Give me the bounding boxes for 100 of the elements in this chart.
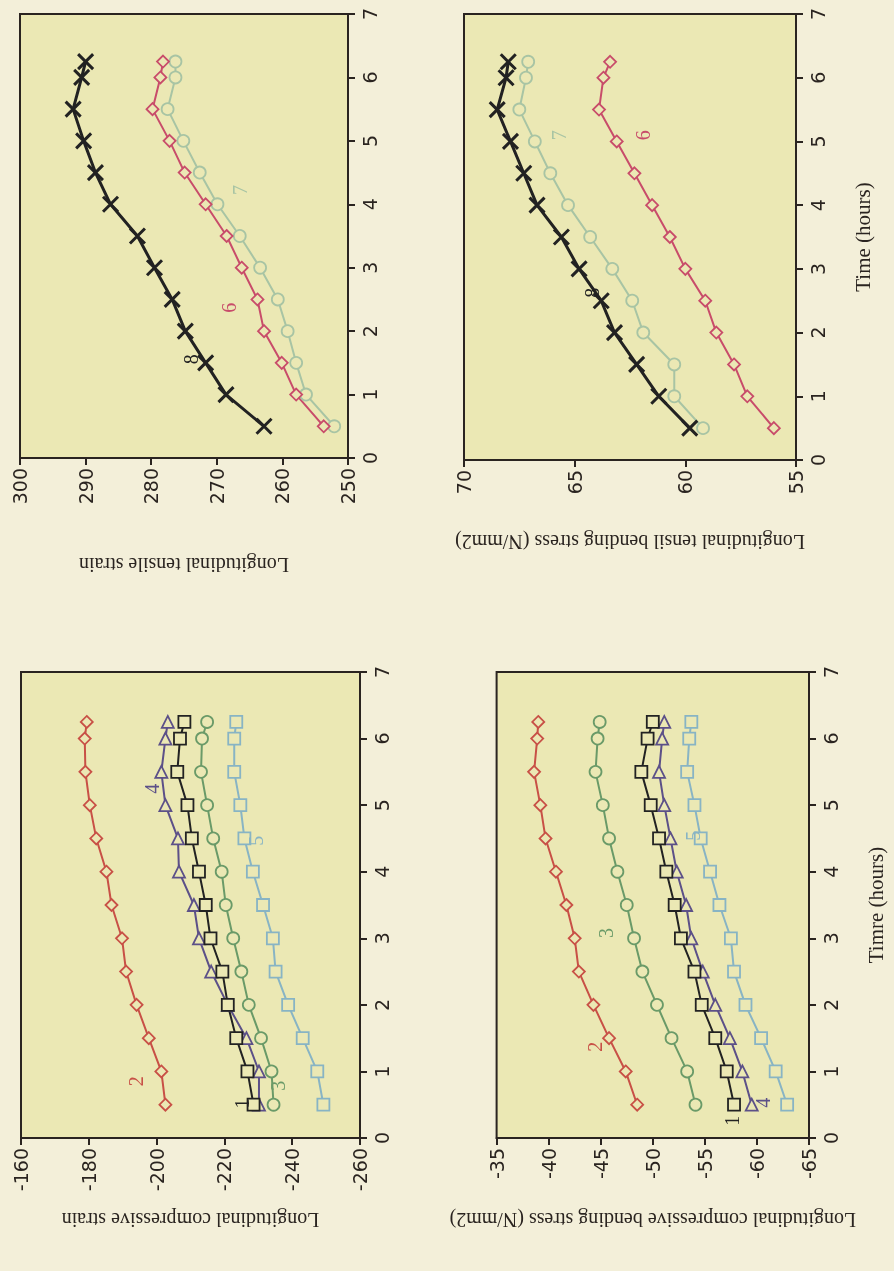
x-tick-label: -240: [281, 1148, 304, 1192]
x-tick-label: 60: [674, 470, 697, 495]
point: [160, 102, 175, 117]
point: [667, 389, 682, 404]
y-tick-label: 0: [806, 453, 829, 467]
point: [627, 166, 642, 181]
point: [727, 357, 741, 372]
y-tick-label: 2: [806, 326, 829, 339]
point: [270, 292, 285, 307]
point: [252, 1064, 266, 1079]
point: [158, 731, 173, 746]
x-tick-label: -260: [349, 1148, 371, 1192]
point: [708, 997, 723, 1012]
point: [160, 715, 175, 729]
y-tick-label: 7: [819, 665, 842, 679]
y-tick-label: 3: [819, 932, 842, 945]
x-tick-label: 65: [563, 470, 586, 495]
point: [168, 54, 183, 69]
point: [527, 764, 541, 779]
point: [154, 764, 169, 779]
y-tick-label: 4: [370, 865, 393, 878]
y-tick-label: 4: [819, 865, 842, 878]
x-axis-title: Longitudinal compressive bending stress (N/mm2): [449, 1208, 857, 1231]
x-tick-label: 260: [271, 468, 294, 505]
y-tick-label: 6: [358, 71, 381, 84]
point: [180, 798, 195, 813]
text: 6: [632, 130, 655, 141]
point: [719, 1064, 734, 1079]
point: [218, 898, 233, 912]
point: [662, 230, 677, 244]
x-tick-label: 300: [9, 468, 31, 505]
point: [627, 931, 641, 946]
y-tick-label: 1: [370, 1065, 393, 1078]
y-tick-label: 5: [806, 135, 829, 148]
text: 2: [124, 1076, 147, 1087]
x-tick-label: -65: [798, 1148, 820, 1180]
point: [158, 1097, 173, 1112]
point: [200, 715, 215, 729]
point: [310, 1064, 325, 1079]
point: [583, 230, 598, 244]
point: [680, 1064, 695, 1079]
point: [592, 715, 607, 729]
point: [186, 898, 201, 912]
point: [289, 387, 304, 402]
point: [549, 864, 563, 879]
point: [527, 134, 542, 149]
point: [200, 798, 215, 813]
point: [219, 229, 234, 243]
point: [240, 1064, 255, 1079]
point: [698, 293, 713, 308]
point: [688, 1097, 703, 1112]
point: [650, 997, 664, 1012]
y-tick-label: 0: [819, 1131, 842, 1145]
point: [680, 764, 695, 779]
point: [129, 997, 144, 1012]
point: [226, 931, 241, 946]
point: [625, 293, 640, 308]
point: [727, 1097, 741, 1112]
point: [234, 260, 249, 275]
y-tick-label: 2: [370, 998, 393, 1011]
point: [679, 898, 694, 912]
y-axis-title: Time (hours): [850, 182, 875, 292]
point: [280, 324, 295, 339]
point: [543, 166, 558, 181]
point: [119, 964, 133, 979]
point: [210, 197, 225, 212]
y-tick-label: 1: [819, 1065, 842, 1078]
y-tick-label: 0: [358, 451, 381, 465]
point: [708, 1031, 723, 1046]
x-tick-label: 290: [74, 468, 97, 505]
point: [227, 731, 242, 746]
point: [735, 1064, 750, 1079]
x-tick-label: -180: [77, 1148, 100, 1192]
point: [162, 133, 177, 148]
point: [592, 102, 606, 117]
point: [316, 419, 331, 434]
point: [605, 323, 624, 342]
point: [709, 325, 724, 340]
point: [652, 764, 666, 779]
y-tick-label: 5: [358, 134, 381, 147]
point: [722, 1031, 737, 1046]
y-tick-label: 3: [370, 932, 393, 945]
y-tick-label: 3: [358, 261, 381, 274]
point: [156, 54, 170, 69]
point: [533, 798, 548, 813]
point: [610, 864, 625, 879]
point: [519, 70, 533, 85]
point: [173, 731, 187, 746]
point: [531, 715, 546, 729]
point: [603, 54, 617, 69]
point: [104, 898, 119, 912]
point: [177, 165, 192, 180]
point: [627, 355, 646, 374]
y-tick-label: 1: [806, 390, 829, 403]
point: [694, 997, 709, 1012]
y-tick-label: 2: [358, 325, 381, 338]
point: [528, 196, 547, 215]
point: [512, 102, 527, 117]
point: [640, 731, 655, 746]
point: [766, 421, 781, 436]
